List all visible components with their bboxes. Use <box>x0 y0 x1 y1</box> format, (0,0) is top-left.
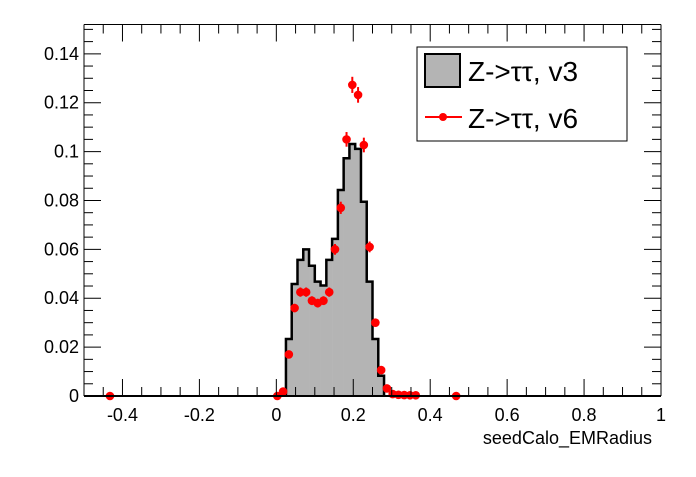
histogram-bin <box>349 144 356 396</box>
y-tick-label: 0.04 <box>44 288 79 308</box>
y-tick-label: 0.02 <box>44 337 79 357</box>
x-tick-label: 0 <box>271 405 281 425</box>
data-point <box>319 296 328 305</box>
y-tick-label: 0.08 <box>44 190 79 210</box>
legend-label-v3: Z->ττ, v3 <box>468 56 578 87</box>
y-tick-label: 0.12 <box>44 93 79 113</box>
x-tick-label: 0.4 <box>418 405 443 425</box>
x-tick-label: 0.6 <box>495 405 520 425</box>
data-point <box>382 384 392 393</box>
y-tick-label: 0.1 <box>54 142 79 162</box>
y-tick-label: 0 <box>69 386 79 406</box>
histogram-bin <box>285 339 293 396</box>
histogram-bin <box>360 201 368 396</box>
data-point <box>324 287 334 297</box>
histogram-bin <box>297 259 304 396</box>
data-point <box>336 203 346 213</box>
x-axis-label: seedCalo_EMRadius <box>483 428 652 449</box>
data-point <box>348 80 357 90</box>
axes: -0.4 -0.2 0 0.2 0.4 0.6 0.8 1 0 0.02 0.04 0.06 0.08 0… <box>44 24 666 425</box>
histogram-bin <box>366 281 373 396</box>
histogram-bin <box>291 284 298 396</box>
histogram-bin <box>372 339 379 396</box>
data-point <box>330 245 340 254</box>
histogram-outline <box>284 142 386 396</box>
histogram-bin <box>314 281 321 396</box>
x-tick-label: -0.2 <box>184 405 215 425</box>
histogram-bin <box>337 189 344 396</box>
x-tick-label: -0.4 <box>107 405 138 425</box>
histogram-bin <box>378 375 385 396</box>
histogram-bin <box>343 158 350 396</box>
y-tick-label: 0.14 <box>44 44 79 64</box>
data-point <box>376 365 386 375</box>
x-tick-label: 0.8 <box>572 405 597 425</box>
data-point <box>301 287 311 297</box>
x-tick-label: 0.2 <box>341 405 366 425</box>
legend-swatch-v3 <box>424 53 461 88</box>
legend-marker-v6 <box>439 113 447 121</box>
x-tick-label: 1 <box>656 405 666 425</box>
histogram-bin <box>326 259 333 396</box>
data-point <box>353 90 363 100</box>
data-point <box>290 303 299 313</box>
histogram-v3 <box>284 142 386 396</box>
data-point <box>284 350 294 359</box>
histogram-bin <box>355 148 362 396</box>
markers-v6 <box>105 76 461 401</box>
data-point <box>359 140 369 150</box>
data-point <box>371 318 380 327</box>
histogram-bin <box>309 265 316 396</box>
histogram-bin <box>303 249 310 396</box>
data-point <box>278 387 288 396</box>
y-tick-label: 0.06 <box>44 239 79 259</box>
histogram-bin <box>320 285 327 396</box>
legend: Z->ττ, v3 Z->ττ, v6 <box>416 46 628 142</box>
legend-label-v6: Z->ττ, v6 <box>468 103 578 134</box>
histogram-bin <box>332 238 339 396</box>
data-point <box>342 135 351 144</box>
data-point <box>365 242 374 252</box>
